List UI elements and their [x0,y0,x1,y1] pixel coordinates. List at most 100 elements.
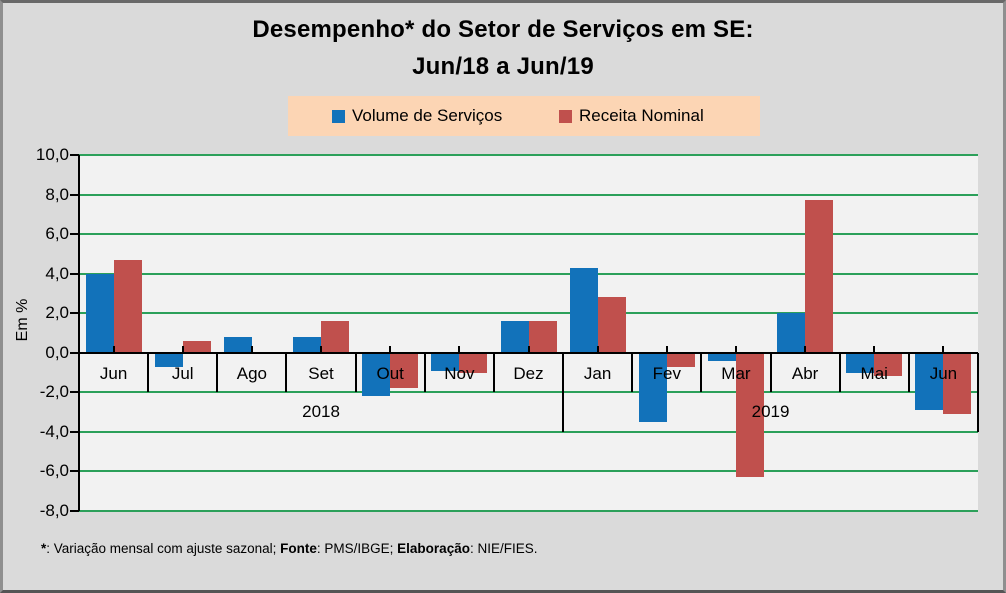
footnote-segment: Fonte [280,541,317,556]
category-tick [458,345,461,353]
month-band-border [147,352,150,393]
month-label-set: Set [308,363,334,383]
bar-receita-set [321,321,350,353]
legend-label-receita: Receita Nominal [579,106,704,125]
y-tick-label: -2,0 [39,382,69,402]
category-tick [527,345,530,353]
bar-volume-out [362,352,391,397]
category-tick [596,345,599,353]
month-band-border [562,352,565,393]
footnote-segment: * [41,541,47,556]
y-axis-title: Em % [14,298,31,342]
gridline [79,391,978,394]
bar-receita-fev [666,352,695,367]
y-tick-label: 6,0 [45,224,69,244]
y-tick-label: 4,0 [45,263,69,283]
bar-volume-ago [223,336,252,353]
gridline [79,193,978,196]
bar-volume-set [293,336,322,353]
plot-area: 10,0 8,0 6,0 4,0 2,0 0,0 -2,0 -4,0 -6,0 -8,0 Jun Ju… [3,3,1003,590]
month-band-border [492,352,495,393]
y-axis-tick [70,391,79,394]
month-label-mai: Mai [860,363,888,383]
category-tick [320,345,323,353]
chart-title-line2: Jun/18 a Jun/19 [412,53,594,80]
bar-volume-jun [85,273,114,353]
legend-swatch-blue-icon [332,109,345,123]
legend-swatch-red-icon [559,109,572,123]
bar-receita-jul [182,340,211,353]
bar-receita-out [390,352,419,389]
x-axis-zero-line [79,351,978,355]
footnote-segment: : NIE/FIES. [469,541,538,556]
month-band-border [285,352,288,393]
y-axis-tick [70,193,79,196]
y-axis-tick [70,272,79,275]
bar-receita-mai [874,352,903,377]
bar-volume-jun [915,352,944,411]
month-band-border [977,352,979,393]
category-tick [942,345,945,353]
month-label-jul: Jul [171,363,194,383]
category-tick [804,345,807,353]
y-tick-label: -6,0 [39,461,69,481]
bar-volume-dez [500,321,529,353]
y-axis-tick [70,154,79,156]
gridline [79,312,978,315]
category-tick [389,345,392,353]
y-axis-tick [70,430,79,433]
y-axis-tick [70,510,79,512]
y-tick-label: 8,0 [45,184,69,204]
y-tick-label: 0,0 [45,342,69,362]
legend-item-volume-de-servicos: Volume de Serviços [332,106,502,126]
bar-volume-fev [638,352,667,422]
month-band-border [423,352,426,393]
month-label-jun: Jun [929,363,958,383]
bar-receita-nov [459,352,488,373]
bar-volume-nov [431,352,460,371]
bar-receita-dez [528,321,557,353]
month-label-out: Out [376,363,404,383]
bar-receita-abr [805,200,834,353]
month-band-border [700,352,703,393]
gridline [79,510,978,512]
bar-receita-jun [113,259,142,353]
bar-receita-mar [735,352,764,478]
gridline [79,470,978,473]
category-tick [734,345,737,353]
year-label-2018: 2018 [302,402,340,422]
month-label-mar: Mar [721,363,751,383]
month-label-fev: Fev [652,363,681,383]
month-label-jun: Jun [99,363,128,383]
bar-volume-jan [569,267,598,353]
legend-item-receita-nominal: Receita Nominal [559,106,704,126]
month-label-nov: Nov [444,363,475,383]
month-band-border [216,352,219,393]
year-label-2019: 2019 [751,402,790,422]
category-tick [112,345,115,353]
y-tick-label: -4,0 [39,421,69,441]
footnote-segment: Elaboração [397,541,470,556]
legend-label-volume: Volume de Serviços [352,106,503,125]
y-tick-label: -8,0 [39,501,69,520]
gridline [79,233,978,236]
gridline [79,272,978,275]
year-band-border [562,392,565,432]
month-band-border [354,352,357,393]
gridline [79,430,978,433]
month-band-border [631,352,634,393]
category-tick [873,345,876,353]
month-band-border [838,352,841,393]
month-label-abr: Abr [791,363,819,383]
month-band-border [907,352,910,393]
legend: Volume de Serviços Receita Nominal [288,96,760,136]
category-tick [665,345,668,353]
category-tick [250,345,253,353]
chart-title-line1: Desempenho* do Setor de Serviços em SE: [252,16,754,43]
y-axis-tick [70,470,79,473]
footnote-segment: : PMS/IBGE; [316,541,398,556]
month-label-dez: Dez [513,363,544,383]
year-band-border [977,392,979,432]
month-label-jan: Jan [583,363,612,383]
